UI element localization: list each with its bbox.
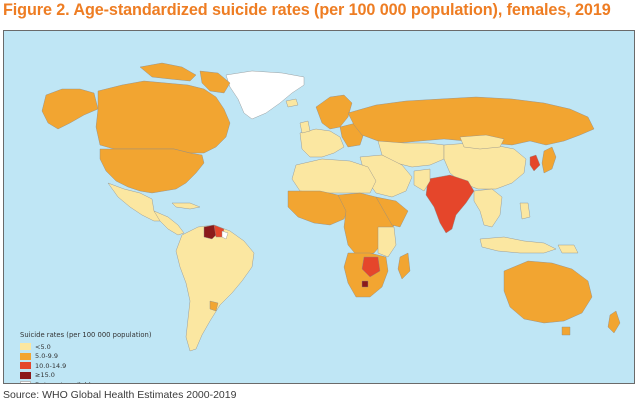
legend-items: <5.05.0-9.910.0-14.9≥15.0Data not availa… bbox=[20, 342, 152, 383]
region-uk bbox=[299, 120, 311, 134]
legend-label: Data not available bbox=[35, 381, 95, 383]
region-west-africa bbox=[287, 190, 351, 226]
legend-item: Data not available bbox=[20, 380, 152, 383]
legend-item: 10.0-14.9 bbox=[20, 361, 152, 371]
region-canada bbox=[95, 80, 231, 154]
map-legend: Suicide rates (per 100 000 population) <… bbox=[20, 331, 152, 383]
region-french-guiana bbox=[221, 230, 229, 240]
source-note: Source: WHO Global Health Estimates 2000… bbox=[3, 389, 237, 401]
legend-label: <5.0 bbox=[35, 342, 51, 351]
legend-swatch bbox=[20, 381, 31, 383]
legend-item: ≥15.0 bbox=[20, 371, 152, 381]
region-caribbean bbox=[171, 202, 201, 210]
region-india bbox=[425, 174, 475, 234]
legend-label: ≥15.0 bbox=[35, 371, 55, 380]
region-new-zealand bbox=[607, 310, 621, 334]
legend-label: 5.0-9.9 bbox=[35, 352, 59, 361]
region-madagascar bbox=[397, 252, 411, 280]
legend-item: 5.0-9.9 bbox=[20, 352, 152, 362]
region-tasmania bbox=[561, 326, 571, 336]
region-philippines bbox=[519, 202, 531, 220]
legend-swatch bbox=[20, 362, 31, 370]
region-arctic-islands bbox=[139, 62, 197, 82]
region-horn-africa bbox=[375, 196, 409, 228]
legend-swatch bbox=[20, 371, 31, 379]
legend-title: Suicide rates (per 100 000 population) bbox=[20, 331, 152, 339]
region-central-america bbox=[153, 210, 185, 236]
region-zimbabwe bbox=[361, 256, 381, 278]
region-iceland bbox=[285, 98, 299, 108]
region-europe-west bbox=[299, 128, 345, 158]
legend-item: <5.0 bbox=[20, 342, 152, 352]
region-korea bbox=[529, 154, 541, 172]
region-south-america bbox=[175, 224, 255, 352]
region-usa bbox=[99, 148, 205, 194]
legend-swatch bbox=[20, 343, 31, 351]
region-indonesia bbox=[479, 236, 557, 254]
region-scandinavia bbox=[315, 94, 353, 130]
region-pakistan bbox=[413, 168, 431, 192]
region-baffin-island bbox=[199, 70, 231, 94]
region-east-africa bbox=[377, 226, 397, 258]
world-map-svg bbox=[41, 62, 621, 352]
region-japan bbox=[541, 146, 557, 174]
region-australia bbox=[503, 260, 593, 324]
region-greenland bbox=[225, 70, 305, 120]
world-map: Suicide rates (per 100 000 population) <… bbox=[3, 30, 635, 384]
region-lesotho bbox=[361, 280, 369, 288]
region-png bbox=[557, 244, 579, 254]
legend-swatch bbox=[20, 352, 31, 360]
region-se-asia bbox=[473, 188, 503, 228]
region-north-africa bbox=[291, 158, 377, 194]
figure-title: Figure 2. Age-standardized suicide rates… bbox=[3, 1, 611, 19]
region-uruguay bbox=[209, 300, 219, 312]
region-alaska bbox=[41, 88, 99, 130]
legend-label: 10.0-14.9 bbox=[35, 361, 67, 370]
region-mongolia bbox=[459, 134, 505, 150]
